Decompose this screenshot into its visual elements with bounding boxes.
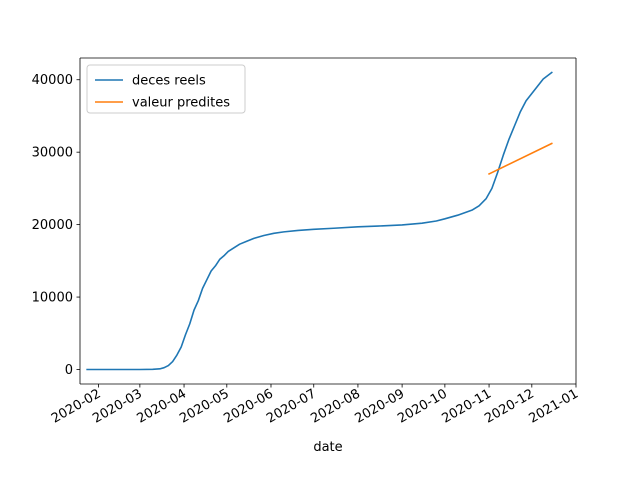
- series-line-1: [86, 71, 553, 371]
- y-tick-label: 10000: [32, 291, 73, 306]
- y-tick-label: 0: [65, 363, 73, 378]
- y-tick-label: 20000: [32, 218, 73, 233]
- legend-box: [86, 64, 246, 114]
- legend: deces reels valeur predites: [86, 64, 246, 114]
- legend-label-1: deces reels: [132, 74, 206, 89]
- legend-label-2: valeur predites: [132, 96, 230, 111]
- y-tick-label: 30000: [32, 146, 73, 161]
- x-axis-label: date: [313, 440, 342, 455]
- series-layer: [86, 71, 553, 371]
- series-line-2: [487, 142, 553, 175]
- y-tick-label: 40000: [32, 73, 73, 88]
